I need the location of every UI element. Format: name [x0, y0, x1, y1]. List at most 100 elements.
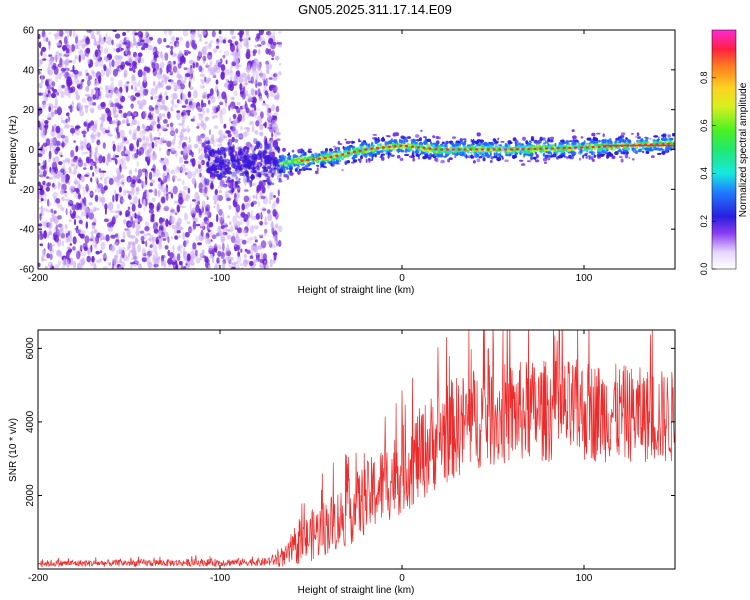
noise-speckle	[117, 103, 122, 110]
noise-speckle	[239, 263, 243, 266]
signal-speckle	[361, 141, 366, 146]
noise-speckle	[241, 203, 245, 211]
noise-speckle	[85, 183, 89, 192]
noise-speckle	[142, 42, 149, 49]
signal-speckle	[415, 134, 420, 138]
noise-speckle	[112, 258, 116, 266]
transition-speckle	[245, 151, 249, 154]
noise-speckle	[45, 219, 48, 227]
signal-speckle	[479, 139, 484, 143]
noise-speckle	[191, 212, 196, 219]
noise-speckle	[97, 183, 103, 189]
noise-speckle	[96, 259, 100, 264]
signal-speckle	[394, 132, 399, 137]
noise-speckle	[38, 101, 41, 110]
noise-speckle	[61, 240, 65, 247]
noise-speckle	[78, 54, 81, 63]
noise-speckle	[173, 88, 178, 92]
signal-speckle	[493, 152, 496, 156]
noise-speckle	[68, 219, 72, 223]
noise-speckle	[46, 182, 51, 187]
noise-speckle	[183, 212, 189, 221]
noise-speckle	[60, 154, 63, 158]
noise-speckle	[233, 174, 239, 181]
noise-speckle	[185, 240, 188, 247]
noise-speckle	[209, 137, 215, 145]
noise-speckle	[54, 156, 60, 163]
noise-speckle	[133, 219, 139, 224]
noise-speckle	[164, 205, 168, 208]
noise-speckle	[254, 235, 257, 240]
noise-speckle	[230, 51, 235, 56]
signal-speckle	[499, 151, 502, 154]
noise-speckle	[199, 210, 202, 215]
noise-speckle	[152, 254, 155, 263]
noise-speckle	[110, 77, 115, 82]
noise-speckle	[153, 136, 157, 141]
noise-speckle	[250, 88, 255, 96]
noise-speckle	[170, 106, 174, 112]
noise-speckle	[138, 80, 141, 87]
signal-speckle	[407, 149, 411, 153]
transition-speckle	[242, 162, 248, 168]
noise-speckle	[83, 162, 88, 167]
noise-speckle	[70, 149, 75, 158]
transition-speckle	[208, 152, 213, 157]
noise-speckle	[97, 153, 101, 157]
noise-speckle	[145, 142, 150, 147]
noise-speckle	[123, 112, 128, 119]
noise-speckle	[52, 235, 55, 240]
noise-speckle	[158, 131, 161, 137]
noise-speckle	[165, 192, 169, 201]
noise-speckle	[128, 67, 134, 72]
noise-speckle	[262, 263, 269, 269]
signal-speckle	[481, 150, 485, 154]
noise-speckle	[171, 216, 176, 224]
noise-speckle	[247, 211, 251, 218]
transition-speckle	[258, 173, 262, 178]
noise-speckle	[47, 261, 54, 269]
noise-speckle	[152, 164, 156, 173]
noise-speckle	[219, 134, 226, 141]
signal-speckle	[654, 147, 659, 151]
noise-speckle	[244, 260, 250, 264]
noise-speckle	[104, 203, 108, 210]
noise-speckle	[39, 243, 44, 247]
noise-speckle	[48, 242, 53, 252]
noise-speckle	[247, 96, 253, 103]
signal-speckle	[563, 151, 566, 157]
noise-speckle	[193, 89, 198, 99]
signal-speckle	[316, 164, 320, 167]
noise-speckle	[119, 141, 124, 150]
noise-speckle	[38, 223, 42, 227]
noise-speckle	[130, 95, 136, 102]
noise-speckle	[98, 168, 102, 174]
noise-speckle	[46, 66, 51, 74]
noise-speckle	[240, 227, 244, 233]
noise-speckle	[59, 251, 63, 259]
noise-speckle	[65, 198, 71, 202]
noise-speckle	[204, 235, 209, 245]
noise-speckle	[142, 129, 147, 135]
noise-speckle	[232, 41, 235, 45]
noise-speckle	[276, 197, 280, 204]
transition-speckle	[227, 141, 230, 146]
noise-speckle	[244, 130, 250, 137]
noise-speckle	[136, 239, 140, 243]
noise-speckle	[209, 40, 213, 44]
noise-speckle	[250, 209, 253, 215]
noise-speckle	[53, 66, 59, 75]
noise-speckle	[121, 181, 125, 185]
noise-speckle	[170, 45, 174, 51]
noise-speckle	[236, 116, 241, 124]
noise-speckle	[169, 71, 173, 76]
signal-speckle	[620, 158, 624, 163]
noise-speckle	[202, 91, 208, 98]
noise-speckle	[186, 221, 191, 225]
noise-speckle	[197, 112, 202, 117]
noise-speckle	[77, 193, 81, 200]
noise-speckle	[118, 43, 122, 48]
signal-speckle	[408, 155, 414, 158]
noise-speckle	[110, 234, 116, 239]
noise-speckle	[221, 91, 227, 100]
